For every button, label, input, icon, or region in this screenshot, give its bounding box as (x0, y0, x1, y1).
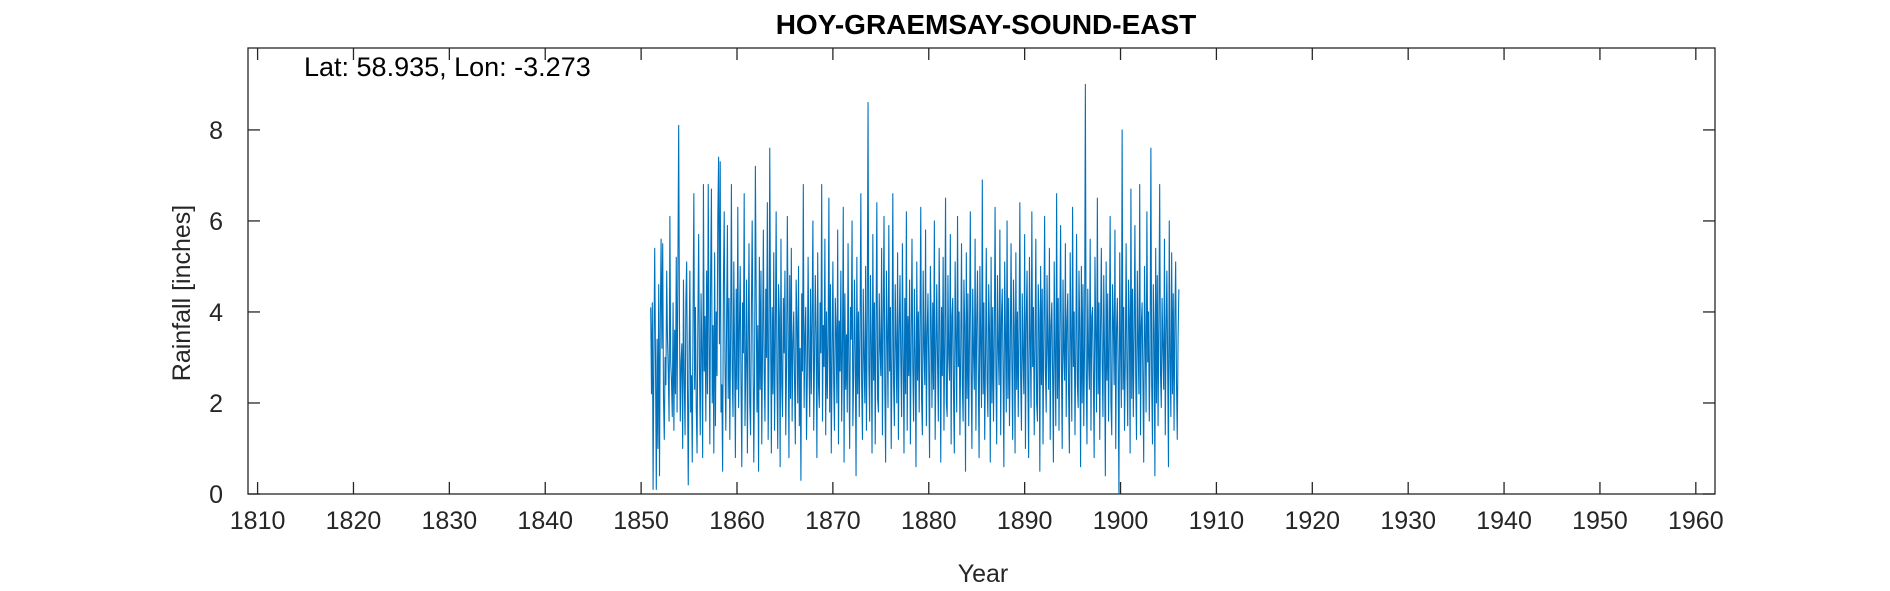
x-tick-label: 1870 (805, 507, 861, 535)
location-annotation: Lat: 58.935, Lon: -3.273 (304, 52, 591, 82)
plot-frame (247, 47, 1716, 495)
x-tick-label: 1860 (709, 507, 765, 535)
y-tick-label: 6 (209, 208, 223, 236)
x-tick-label: 1960 (1668, 507, 1724, 535)
x-tick-label: 1930 (1380, 507, 1436, 535)
y-tick-label: 2 (209, 390, 223, 418)
x-tick-label: 1920 (1284, 507, 1340, 535)
x-tick-label: 1910 (1189, 507, 1245, 535)
x-axis-title: Year (958, 560, 1009, 588)
x-tick-label: 1890 (997, 507, 1053, 535)
rainfall-series-line (650, 83, 1180, 495)
plot-area (650, 83, 1180, 495)
x-tick-label: 1880 (901, 507, 957, 535)
x-tick-label: 1850 (613, 507, 669, 535)
x-tick-label: 1940 (1476, 507, 1532, 535)
y-tick-label: 4 (209, 299, 223, 327)
x-tick-label: 1840 (517, 507, 573, 535)
x-tick-label: 1820 (326, 507, 382, 535)
x-tick-label: 1950 (1572, 507, 1628, 535)
x-tick-label: 1810 (230, 507, 286, 535)
x-tick-label: 1830 (422, 507, 478, 535)
axes: 1810 1820 1830 1840 1850 1860 1870 1880 1890 1900… (209, 47, 1724, 535)
y-tick-label: 0 (209, 481, 223, 509)
x-tick-label: 1900 (1093, 507, 1149, 535)
chart-title: HOY-GRAEMSAY-SOUND-EAST (776, 9, 1197, 40)
y-tick-label: 8 (209, 117, 223, 145)
y-axis-title: Rainfall [inches] (168, 205, 196, 381)
